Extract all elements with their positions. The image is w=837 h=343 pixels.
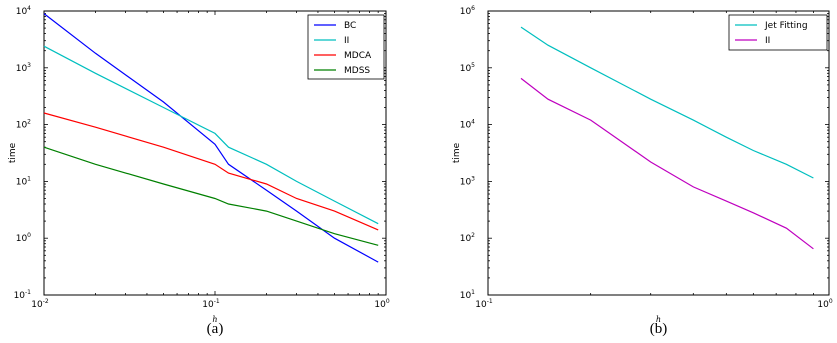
y-tick-label: 104 — [16, 5, 31, 17]
y-tick-exponent: 6 — [471, 5, 475, 12]
panel-caption: (a) — [207, 321, 224, 337]
y-tick-label: 10-1 — [14, 289, 32, 301]
y-tick-exponent: 3 — [471, 175, 475, 182]
x-tick-exponent: 0 — [829, 298, 833, 305]
x-tick-label: 10-1 — [202, 298, 220, 310]
y-tick-label: 103 — [16, 62, 31, 74]
y-tick-exponent: 4 — [471, 119, 475, 126]
x-tick-exponent: -2 — [43, 298, 49, 305]
legend-label: MDCA — [344, 51, 372, 61]
x-tick-base: 10 — [817, 300, 829, 310]
x-tick-exponent: -1 — [214, 298, 220, 305]
y-tick-base: 10 — [460, 234, 472, 244]
x-tick-label: 100 — [374, 298, 389, 310]
y-tick-exponent: 0 — [27, 232, 31, 239]
y-tick-exponent: 1 — [27, 175, 31, 182]
y-axis-label: time — [452, 142, 462, 163]
series-line-mdca — [44, 113, 378, 230]
y-tick-base: 10 — [16, 177, 28, 187]
y-tick-base: 10 — [16, 234, 28, 244]
chart-panel-a: 10-2 10-1 10010-1100101102103104timehBCIIM… — [8, 5, 390, 337]
x-tick-label: 10-2 — [31, 298, 49, 310]
series-line-ii — [521, 78, 813, 248]
y-tick-label: 105 — [460, 62, 475, 74]
y-tick-base: 10 — [460, 64, 472, 74]
legend-label: Jet Fitting — [764, 21, 808, 31]
x-tick-base: 10 — [31, 300, 43, 310]
y-tick-label: 101 — [16, 175, 31, 187]
y-axis-label: time — [8, 142, 18, 163]
x-tick-exponent: -1 — [487, 298, 493, 305]
y-tick-base: 10 — [460, 7, 472, 17]
y-tick-base: 10 — [460, 177, 472, 187]
y-tick-label: 103 — [460, 175, 475, 187]
y-tick-label: 106 — [460, 5, 475, 17]
y-tick-exponent: 2 — [471, 232, 475, 239]
legend-label: BC — [344, 21, 356, 31]
y-tick-label: 100 — [16, 232, 31, 244]
legend-label: II — [344, 36, 349, 46]
y-tick-base: 10 — [16, 121, 28, 131]
x-tick-base: 10 — [202, 300, 214, 310]
legend: BC II MDCA MDSS — [308, 15, 384, 79]
series-line-mdss — [44, 147, 378, 245]
y-tick-exponent: 2 — [27, 119, 31, 126]
y-tick-exponent: -1 — [25, 289, 31, 296]
panel-caption: (b) — [650, 321, 668, 337]
x-tick-base: 10 — [475, 300, 487, 310]
x-tick-label: 100 — [817, 298, 832, 310]
y-tick-label: 104 — [460, 119, 475, 131]
legend-label: MDSS — [344, 66, 370, 76]
y-tick-label: 102 — [16, 119, 31, 131]
y-tick-base: 10 — [14, 291, 26, 301]
y-tick-base: 10 — [16, 64, 28, 74]
x-tick-label: 10-1 — [475, 298, 493, 310]
y-tick-base: 10 — [16, 7, 28, 17]
y-tick-exponent: 1 — [471, 289, 475, 296]
x-tick-base: 10 — [374, 300, 386, 310]
legend: Jet Fitting II — [729, 15, 827, 50]
x-tick-exponent: 0 — [386, 298, 390, 305]
plot-frame — [488, 11, 829, 295]
legend-label: II — [765, 36, 770, 46]
y-tick-exponent: 5 — [471, 62, 475, 69]
y-tick-label: 102 — [460, 232, 475, 244]
y-tick-base: 10 — [460, 121, 472, 131]
y-tick-label: 101 — [460, 289, 475, 301]
y-tick-exponent: 4 — [27, 5, 31, 12]
y-tick-base: 10 — [460, 291, 472, 301]
y-tick-exponent: 3 — [27, 62, 31, 69]
